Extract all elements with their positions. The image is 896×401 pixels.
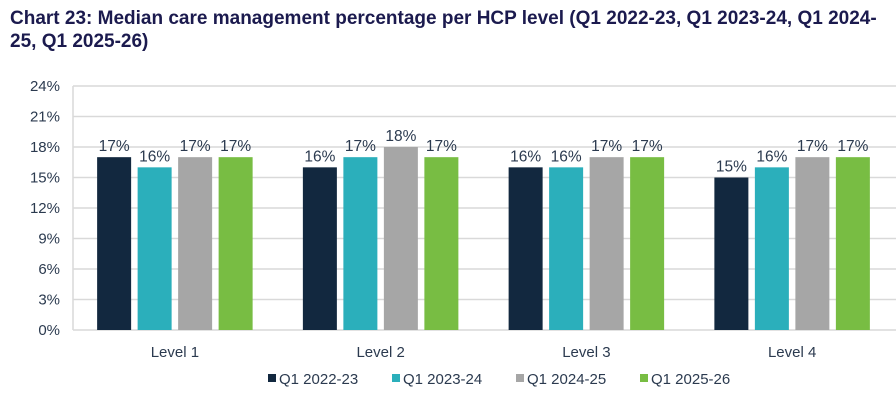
data-label: 15% <box>716 159 747 176</box>
data-label: 17% <box>426 138 457 155</box>
x-tick-label: Level 4 <box>768 344 816 361</box>
bar <box>589 157 624 330</box>
legend-swatch <box>516 374 524 382</box>
y-tick-label: 18% <box>30 139 60 156</box>
y-axis: 0% 3% 6% 9% 12% 15% 18% 21% 24% <box>30 78 60 339</box>
bar <box>754 167 789 330</box>
bar <box>97 157 132 330</box>
legend-swatch <box>640 374 648 382</box>
bar <box>549 167 584 330</box>
bar <box>714 177 749 330</box>
bar <box>343 157 378 330</box>
y-tick-label: 3% <box>38 292 60 309</box>
data-label: 17% <box>797 138 828 155</box>
data-label: 17% <box>591 138 622 155</box>
legend-label: Q1 2025-26 <box>651 371 730 388</box>
data-label: 17% <box>180 138 211 155</box>
data-label: 17% <box>220 138 251 155</box>
data-label: 16% <box>756 148 787 165</box>
bar <box>218 157 253 330</box>
legend-label: Q1 2022-23 <box>279 371 358 388</box>
bar <box>302 167 337 330</box>
data-label: 16% <box>510 148 541 165</box>
y-tick-label: 9% <box>38 231 60 248</box>
bar <box>508 167 543 330</box>
y-tick-label: 6% <box>38 261 60 278</box>
y-tick-label: 12% <box>30 200 60 217</box>
bar <box>383 147 418 330</box>
data-label: 17% <box>837 138 868 155</box>
y-tick-label: 0% <box>38 322 60 339</box>
x-axis: Level 1 Level 2 Level 3 Level 4 <box>151 344 817 361</box>
y-tick-label: 15% <box>30 170 60 187</box>
legend-label: Q1 2023-24 <box>403 371 482 388</box>
data-label: 16% <box>551 148 582 165</box>
x-tick-label: Level 3 <box>562 344 610 361</box>
y-tick-label: 24% <box>30 78 60 95</box>
data-label: 18% <box>385 128 416 145</box>
data-label: 16% <box>304 148 335 165</box>
data-label: 17% <box>345 138 376 155</box>
y-tick-label: 21% <box>30 109 60 126</box>
legend-swatch <box>392 374 400 382</box>
x-tick-label: Level 1 <box>151 344 199 361</box>
data-label: 16% <box>139 148 170 165</box>
data-label: 17% <box>632 138 663 155</box>
bar <box>795 157 830 330</box>
legend-label: Q1 2024-25 <box>527 371 606 388</box>
bar <box>630 157 665 330</box>
bar <box>178 157 213 330</box>
x-tick-label: Level 2 <box>356 344 404 361</box>
bar <box>835 157 870 330</box>
bar <box>424 157 459 330</box>
data-label: 17% <box>99 138 130 155</box>
bar <box>137 167 172 330</box>
legend: Q1 2022-23 Q1 2023-24 Q1 2024-25 Q1 2025-26 <box>268 371 730 388</box>
chart-title: Chart 23: Median care management percent… <box>10 8 877 52</box>
legend-swatch <box>268 374 276 382</box>
bars <box>97 147 870 330</box>
data-labels: 17% 16% 17% 17% 16% 17% 18% 17% 16% 16% 17% 17% 15% 1… <box>99 128 869 176</box>
